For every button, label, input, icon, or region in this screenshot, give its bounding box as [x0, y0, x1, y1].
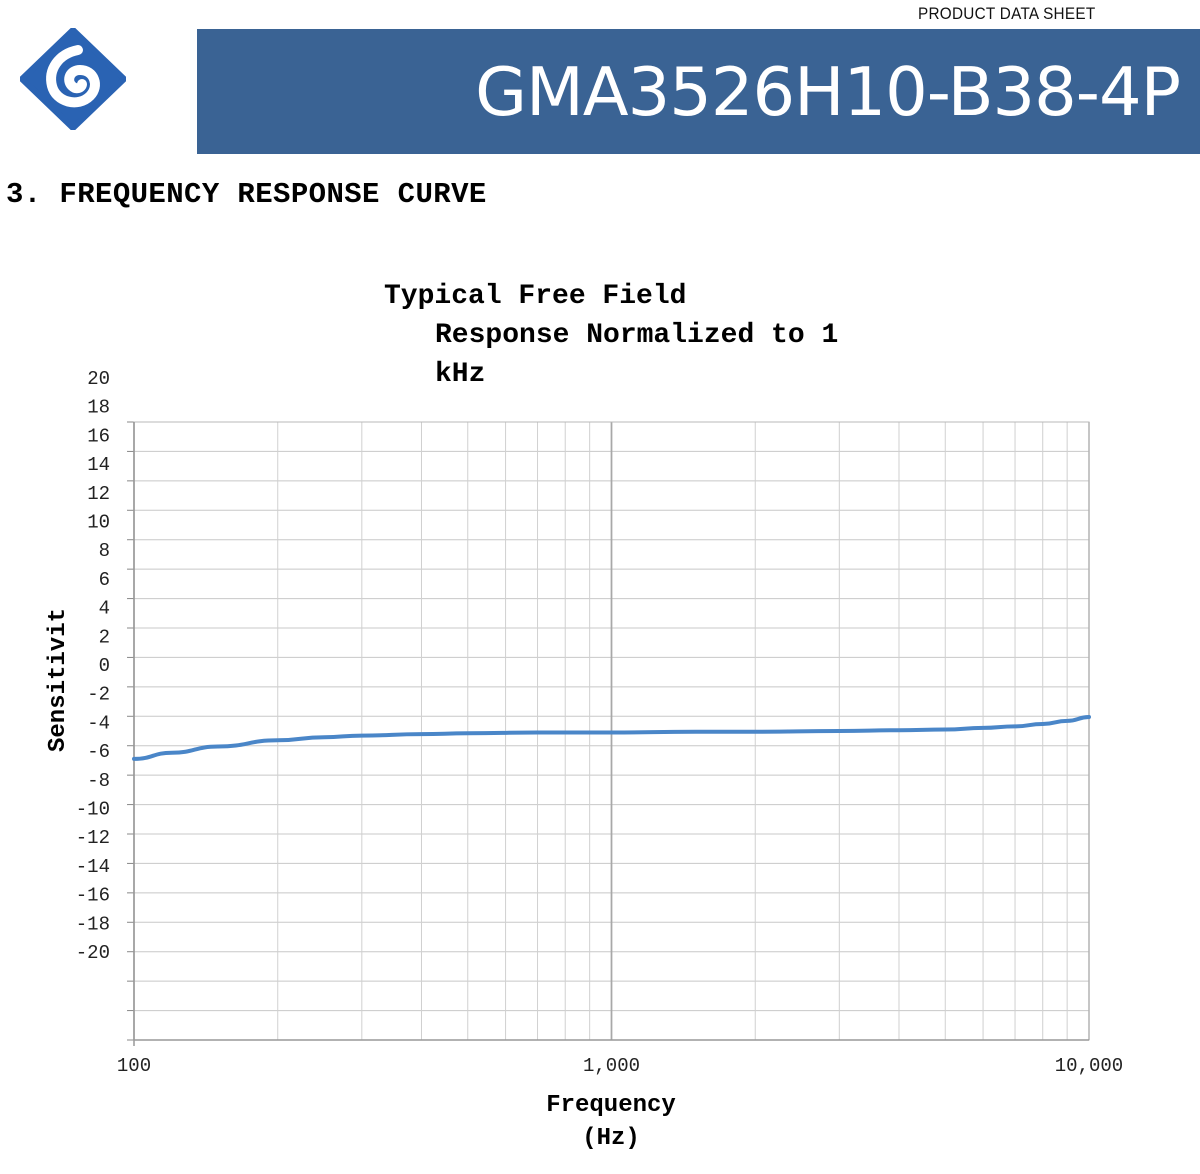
- y-tick-label: 18: [87, 397, 110, 419]
- y-tick-label: -14: [76, 856, 110, 878]
- chart-title-line: Response Normalized to 1: [435, 320, 839, 351]
- x-axis-label: Frequency: [546, 1092, 676, 1119]
- y-tick-label: 6: [99, 569, 110, 591]
- y-axis-label: Sensitivit: [45, 608, 72, 752]
- series-line: [132, 715, 1091, 761]
- chart-title-line: kHz: [435, 359, 486, 390]
- document-type-label: PRODUCT DATA SHEET: [918, 4, 1096, 23]
- y-tick-label: -16: [76, 885, 110, 907]
- y-tick-label: -18: [76, 913, 110, 935]
- y-tick-label: -10: [76, 799, 110, 821]
- chart-labels: 20181614121086420-2-4-6-8-10-12-14-16-18…: [45, 368, 1123, 1152]
- y-tick-label: -2: [87, 684, 110, 706]
- y-tick-label: -4: [87, 712, 110, 734]
- x-tick-label: 1,000: [583, 1055, 640, 1077]
- x-tick-label: 100: [117, 1055, 151, 1077]
- y-tick-label: 4: [99, 598, 110, 620]
- chart-title: Typical Free Field Response Normalized t…: [384, 277, 838, 394]
- y-tick-label: 16: [87, 425, 110, 447]
- y-tick-label: 14: [87, 454, 110, 476]
- y-tick-label: -8: [87, 770, 110, 792]
- part-number-title: GMA3526H10-B38-4P: [475, 52, 1181, 131]
- x-tick-label: 10,000: [1055, 1055, 1123, 1077]
- title-banner: GMA3526H10-B38-4P: [197, 29, 1200, 154]
- y-tick-label: 8: [99, 540, 110, 562]
- company-logo-icon: [20, 28, 126, 130]
- y-tick-label: 12: [87, 483, 110, 505]
- chart-title-line: Typical Free Field: [384, 281, 687, 312]
- y-tick-label: -6: [87, 741, 110, 763]
- y-tick-label: -12: [76, 827, 110, 849]
- y-tick-label: 0: [99, 655, 110, 677]
- y-tick-label: 20: [87, 368, 110, 390]
- section-heading: 3. FREQUENCY RESPONSE CURVE: [6, 178, 487, 211]
- chart-series: [132, 715, 1091, 761]
- y-tick-label: -20: [76, 942, 110, 964]
- chart-axes: [127, 421, 1090, 1046]
- y-tick-label: 10: [87, 512, 110, 534]
- y-tick-label: 2: [99, 626, 110, 648]
- x-axis-label: (Hz): [582, 1125, 640, 1152]
